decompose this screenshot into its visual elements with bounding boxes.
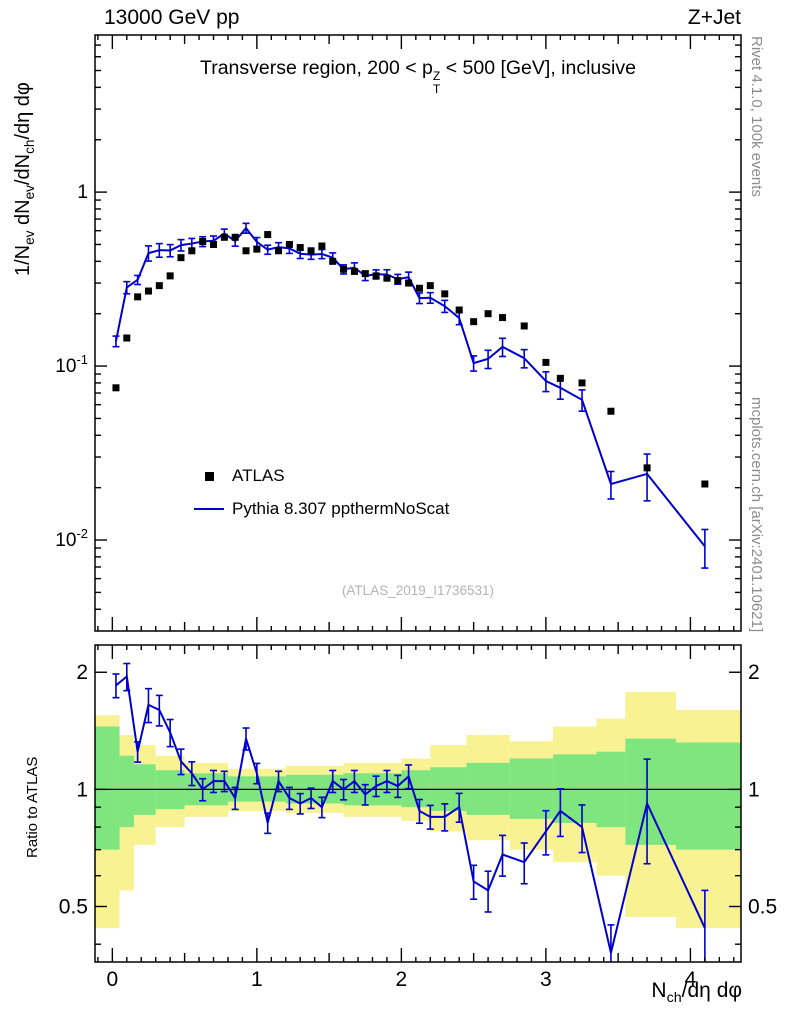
svg-text:10-1: 10-1 bbox=[55, 352, 88, 377]
svg-text:10-2: 10-2 bbox=[55, 526, 88, 551]
legend: ATLAS Pythia 8.307 ppthermNoScat bbox=[186, 464, 449, 521]
svg-text:0: 0 bbox=[106, 968, 118, 991]
svg-text:2: 2 bbox=[76, 661, 88, 684]
svg-text:0.5: 0.5 bbox=[748, 895, 777, 918]
svg-text:2: 2 bbox=[748, 661, 760, 684]
svg-text:1: 1 bbox=[77, 182, 88, 203]
legend-item-atlas: ATLAS bbox=[186, 464, 449, 488]
legend-label-pythia: Pythia 8.307 ppthermNoScat bbox=[232, 499, 450, 518]
main-y-axis-title: 1/Nev dNev/dNch/dη dφ bbox=[12, 82, 37, 276]
svg-text:1: 1 bbox=[251, 968, 263, 991]
beam-energy-label: 13000 GeV pp bbox=[104, 6, 240, 29]
legend-item-pythia: Pythia 8.307 ppthermNoScat bbox=[186, 497, 449, 521]
analysis-id-watermark: (ATLAS_2019_I1736531) bbox=[341, 583, 495, 598]
rivet-version-note: Rivet 4.1.0, 100k events bbox=[748, 36, 765, 197]
svg-text:0.5: 0.5 bbox=[59, 895, 88, 918]
svg-text:3: 3 bbox=[540, 968, 552, 991]
process-label: Z+Jet bbox=[687, 6, 741, 29]
x-axis-title: Nch/dη dφ bbox=[651, 979, 742, 1007]
svg-text:2: 2 bbox=[396, 968, 408, 991]
main-panel-frame bbox=[94, 34, 742, 632]
axis-ticks bbox=[95, 35, 741, 962]
svg-text:1: 1 bbox=[748, 778, 760, 801]
svg-text:4: 4 bbox=[685, 968, 697, 991]
pythia-series-ratio bbox=[112, 662, 709, 962]
mcplots-citation-note: mcplots.cern.ch [arXiv:2401.10621] bbox=[748, 396, 765, 632]
atlas-series-main bbox=[112, 231, 709, 488]
ratio-y-axis-title: Ratio to ATLAS bbox=[24, 756, 41, 858]
ratio-panel-frame bbox=[94, 644, 742, 963]
legend-label-atlas: ATLAS bbox=[232, 466, 285, 485]
atlas-marker-icon bbox=[186, 471, 232, 481]
ratio-uncertainty-bands bbox=[95, 691, 741, 929]
pythia-line-icon bbox=[186, 508, 232, 510]
svg-text:1: 1 bbox=[76, 778, 88, 801]
